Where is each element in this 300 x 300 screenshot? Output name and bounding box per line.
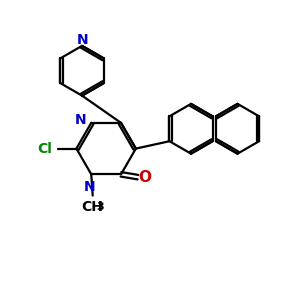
Text: Cl: Cl (38, 142, 52, 156)
Text: CH: CH (82, 200, 104, 214)
Text: N: N (84, 180, 96, 194)
Text: N: N (76, 33, 88, 46)
Text: O: O (139, 170, 152, 185)
Text: 3: 3 (97, 202, 104, 212)
Text: N: N (74, 113, 86, 127)
